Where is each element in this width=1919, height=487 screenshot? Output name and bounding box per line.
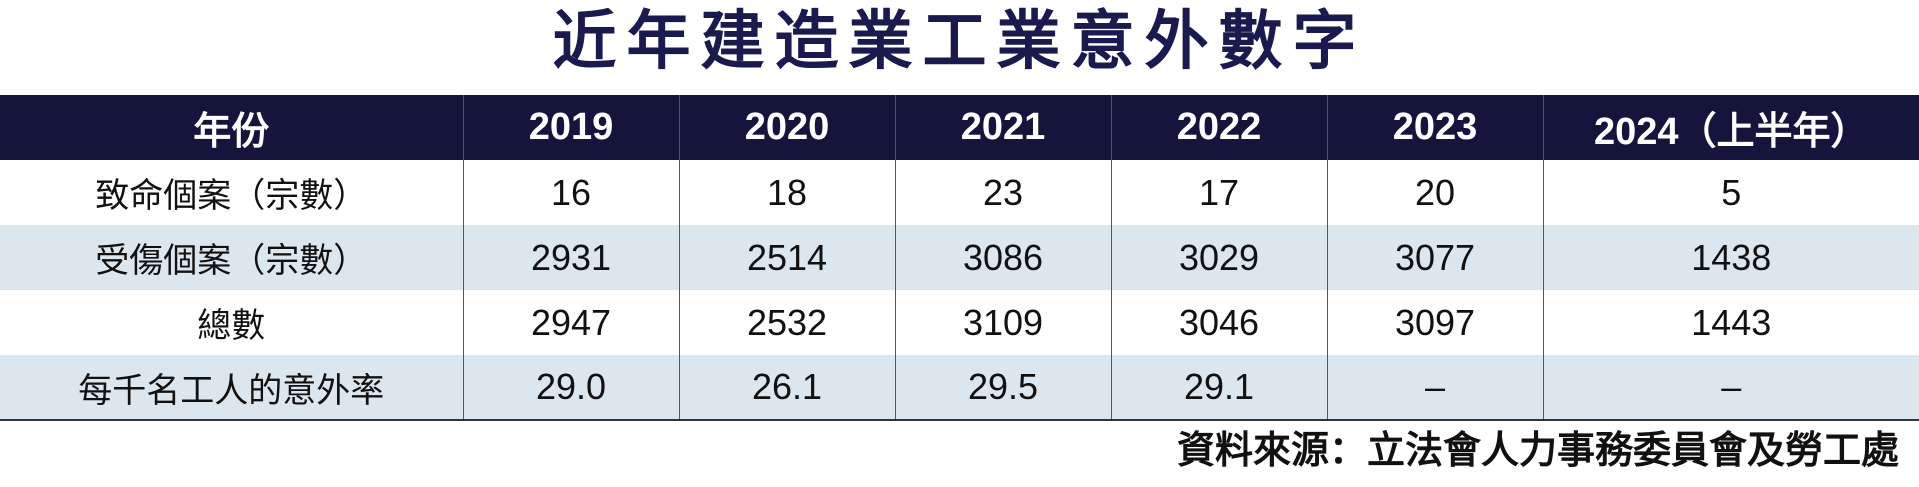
source-note: 資料來源：立法會人力事務委員會及勞工處 bbox=[1176, 428, 1899, 472]
row-label: 受傷個案（宗數） bbox=[95, 241, 368, 281]
table-cell: – bbox=[1542, 355, 1919, 421]
table-cell: 29.5 bbox=[894, 355, 1111, 421]
table-cell: 26.1 bbox=[678, 355, 895, 421]
table-cell: 29.1 bbox=[1110, 355, 1327, 421]
table-header-row: 年份 2019 2020 2021 2022 2023 2024（上半年） bbox=[0, 95, 1919, 160]
table-cell: 5 bbox=[1542, 160, 1919, 225]
table-cell: 18 bbox=[678, 160, 895, 225]
table-cell: 3029 bbox=[1110, 225, 1327, 290]
header-year: 2020 bbox=[678, 95, 895, 160]
header-year: 2024（上半年） bbox=[1542, 95, 1919, 160]
table-cell: 2931 bbox=[462, 225, 679, 290]
table-row-injury-cases: 受傷個案（宗數） 2931 2514 3086 3029 3077 1438 bbox=[0, 225, 1919, 290]
table-cell: 3086 bbox=[894, 225, 1111, 290]
table-cell: – bbox=[1326, 355, 1543, 421]
table-cell: 29.0 bbox=[462, 355, 679, 421]
table-cell: 16 bbox=[462, 160, 679, 225]
table-cell: 23 bbox=[894, 160, 1111, 225]
table-row-accident-rate: 每千名工人的意外率 29.0 26.1 29.5 29.1 – – bbox=[0, 355, 1919, 421]
accident-statistics-table: 年份 2019 2020 2021 2022 2023 2024（上半年） 致命… bbox=[0, 95, 1919, 421]
table-cell: 1443 bbox=[1542, 290, 1919, 355]
table-cell: 3077 bbox=[1326, 225, 1543, 290]
header-year: 2021 bbox=[894, 95, 1111, 160]
table-cell: 20 bbox=[1326, 160, 1543, 225]
table-cell: 2532 bbox=[678, 290, 895, 355]
header-year: 2019 bbox=[462, 95, 679, 160]
row-label: 總數 bbox=[197, 306, 266, 346]
header-year: 2023 bbox=[1326, 95, 1543, 160]
table-cell: 2514 bbox=[678, 225, 895, 290]
table-cell: 2947 bbox=[462, 290, 679, 355]
table-cell: 1438 bbox=[1542, 225, 1919, 290]
table-cell: 3109 bbox=[894, 290, 1111, 355]
row-label: 致命個案（宗數） bbox=[95, 176, 368, 216]
header-year: 2022 bbox=[1110, 95, 1327, 160]
row-label: 每千名工人的意外率 bbox=[0, 355, 463, 421]
header-year-label: 年份 bbox=[193, 111, 270, 153]
table-cell: 3046 bbox=[1110, 290, 1327, 355]
table-row-total: 總數 2947 2532 3109 3046 3097 1443 bbox=[0, 290, 1919, 355]
table-row-fatal-cases: 致命個案（宗數） 16 18 23 17 20 5 bbox=[0, 160, 1919, 225]
table-cell: 17 bbox=[1110, 160, 1327, 225]
table-cell: 3097 bbox=[1326, 290, 1543, 355]
page-title: 近年建造業工業意外數字 bbox=[552, 5, 1367, 79]
